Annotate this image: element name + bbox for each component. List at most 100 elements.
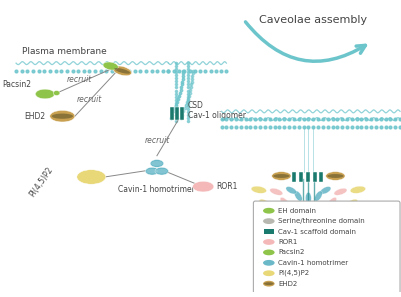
Point [344, 117, 350, 121]
Point [30, 69, 36, 73]
Ellipse shape [263, 260, 275, 266]
Point [53, 69, 59, 73]
Point [181, 69, 188, 73]
Point [334, 117, 340, 121]
Bar [299, 172, 303, 182]
Point [358, 117, 365, 121]
Ellipse shape [156, 169, 168, 173]
Bar [180, 107, 184, 120]
Text: Plasma membrane: Plasma membrane [22, 47, 107, 56]
Ellipse shape [275, 209, 285, 222]
Point [262, 124, 268, 129]
Point [387, 117, 394, 121]
Ellipse shape [295, 214, 302, 229]
Point [184, 61, 191, 66]
Point [276, 124, 283, 129]
Point [143, 69, 149, 73]
Bar [320, 172, 323, 182]
Point [173, 88, 179, 93]
Point [97, 69, 104, 73]
Point [368, 124, 374, 129]
Ellipse shape [297, 202, 303, 216]
Point [184, 116, 191, 120]
Point [173, 70, 179, 75]
Text: Pacsin2: Pacsin2 [278, 249, 305, 255]
Point [180, 71, 186, 76]
Point [320, 124, 326, 129]
Point [180, 69, 186, 73]
Text: recruit: recruit [67, 75, 92, 84]
Ellipse shape [52, 113, 73, 119]
Ellipse shape [103, 62, 118, 70]
Point [18, 69, 25, 73]
Point [252, 117, 259, 121]
Ellipse shape [263, 281, 275, 287]
Point [353, 124, 360, 129]
Point [296, 117, 302, 121]
Text: PI(4,5)P2: PI(4,5)P2 [28, 165, 55, 198]
Point [137, 69, 144, 73]
Point [233, 117, 239, 121]
Point [334, 124, 340, 129]
Point [148, 69, 155, 73]
Point [120, 69, 127, 73]
Point [173, 67, 179, 72]
Ellipse shape [270, 188, 283, 195]
Point [373, 117, 379, 121]
Point [233, 124, 239, 129]
Point [368, 117, 374, 121]
Point [281, 117, 288, 121]
Point [185, 97, 191, 101]
Point [75, 69, 81, 73]
Bar [306, 172, 310, 182]
Point [202, 69, 209, 73]
Point [348, 117, 355, 121]
Ellipse shape [280, 198, 290, 208]
Point [392, 117, 399, 121]
Point [173, 110, 179, 114]
Point [182, 103, 189, 108]
Point [397, 124, 401, 129]
Point [188, 79, 195, 84]
Text: Caveolae: Caveolae [286, 237, 331, 247]
Ellipse shape [326, 172, 345, 180]
Point [329, 124, 336, 129]
Point [247, 117, 254, 121]
Point [383, 117, 389, 121]
Point [109, 69, 115, 73]
Point [175, 97, 182, 101]
Point [320, 117, 326, 121]
Point [24, 69, 30, 73]
Point [176, 94, 182, 98]
Point [179, 112, 185, 117]
Point [173, 76, 179, 81]
Point [173, 64, 179, 69]
Ellipse shape [314, 191, 322, 201]
Point [173, 113, 179, 117]
Point [324, 124, 331, 129]
Point [69, 69, 76, 73]
Ellipse shape [264, 282, 273, 285]
Point [184, 97, 191, 102]
Ellipse shape [320, 187, 331, 194]
Point [397, 117, 401, 121]
Point [324, 117, 331, 121]
Point [86, 69, 93, 73]
Point [238, 117, 244, 121]
Point [177, 116, 184, 120]
Point [184, 70, 191, 75]
Point [165, 69, 172, 73]
Point [178, 85, 184, 90]
Point [189, 69, 196, 73]
Point [154, 69, 160, 73]
Ellipse shape [326, 198, 336, 208]
FancyBboxPatch shape [253, 201, 400, 294]
Text: CSD: CSD [188, 101, 204, 110]
Ellipse shape [315, 214, 322, 229]
Text: Cavin-1 homotrimer: Cavin-1 homotrimer [118, 185, 195, 194]
Point [176, 69, 182, 73]
Point [286, 124, 292, 129]
Point [184, 100, 191, 105]
Ellipse shape [263, 218, 275, 224]
Ellipse shape [50, 110, 75, 122]
